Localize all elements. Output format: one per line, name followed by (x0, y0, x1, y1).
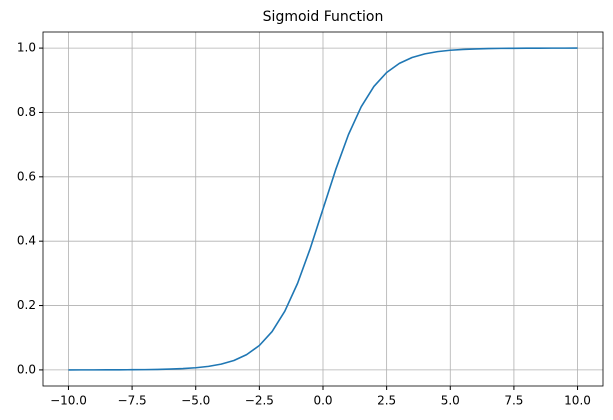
y-tick-label: 1.0 (17, 41, 36, 55)
y-tick-label: 0.0 (17, 362, 36, 376)
x-tick-label: 10.0 (564, 394, 591, 408)
x-tick-label: 7.5 (504, 394, 523, 408)
plot-frame (42, 31, 604, 387)
x-tick-label: 2.5 (377, 394, 396, 408)
x-tick-label: −2.5 (245, 394, 274, 408)
y-tick-label: 0.8 (17, 105, 36, 119)
x-tick-label: −5.0 (181, 394, 210, 408)
chart-title: Sigmoid Function (263, 9, 384, 25)
x-tick-label: −7.5 (118, 394, 147, 408)
line (68, 47, 578, 371)
y-tick-label: 0.4 (17, 234, 36, 248)
y-tick-label: 0.6 (17, 169, 36, 183)
x-tick-label: 0.0 (313, 394, 332, 408)
x-tick-label: 5.0 (441, 394, 460, 408)
x-tick-label: −10.0 (50, 394, 87, 408)
y-tick-label: 0.2 (17, 298, 36, 312)
